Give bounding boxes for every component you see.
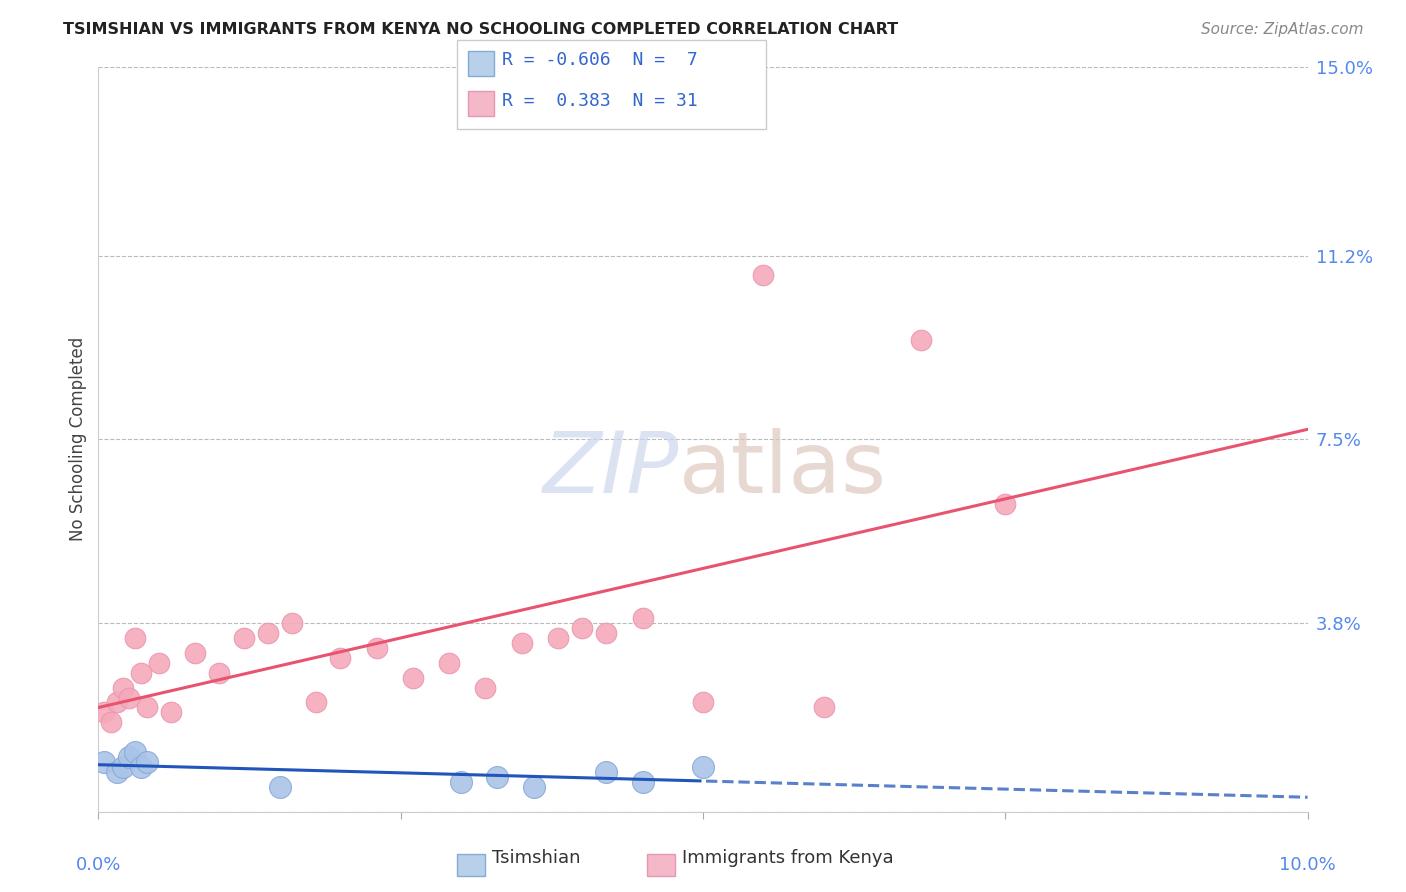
Text: 0.0%: 0.0% xyxy=(76,856,121,874)
Point xyxy=(281,615,304,630)
Point xyxy=(232,631,254,645)
Point xyxy=(129,760,152,774)
Point xyxy=(111,681,134,695)
Point xyxy=(547,631,569,645)
Text: TSIMSHIAN VS IMMIGRANTS FROM KENYA NO SCHOOLING COMPLETED CORRELATION CHART: TSIMSHIAN VS IMMIGRANTS FROM KENYA NO SC… xyxy=(63,22,898,37)
Point xyxy=(118,750,141,764)
Point xyxy=(523,780,546,794)
Point xyxy=(450,775,472,789)
Point xyxy=(160,706,183,720)
Point xyxy=(269,780,291,794)
Point xyxy=(208,665,231,680)
Text: Tsimshian: Tsimshian xyxy=(492,849,581,867)
Point xyxy=(595,764,617,779)
Text: Immigrants from Kenya: Immigrants from Kenya xyxy=(682,849,894,867)
Point xyxy=(437,656,460,670)
Text: R =  0.383  N = 31: R = 0.383 N = 31 xyxy=(502,92,697,110)
Point xyxy=(129,665,152,680)
Point xyxy=(118,690,141,705)
Point xyxy=(256,626,278,640)
Point xyxy=(813,700,835,714)
Point xyxy=(366,640,388,655)
Point xyxy=(474,681,496,695)
Point xyxy=(329,650,352,665)
Point xyxy=(571,621,593,635)
Point xyxy=(402,671,425,685)
Point xyxy=(148,656,170,670)
Text: R = -0.606  N =  7: R = -0.606 N = 7 xyxy=(502,51,697,69)
Point xyxy=(105,696,128,710)
Y-axis label: No Schooling Completed: No Schooling Completed xyxy=(69,337,87,541)
Point xyxy=(692,760,714,774)
Point xyxy=(124,745,146,759)
Text: ZIP: ZIP xyxy=(543,427,679,510)
Text: 10.0%: 10.0% xyxy=(1279,856,1336,874)
Point xyxy=(135,700,157,714)
Point xyxy=(93,755,115,769)
Text: atlas: atlas xyxy=(679,427,887,510)
Point xyxy=(692,696,714,710)
Point xyxy=(111,760,134,774)
Point xyxy=(100,715,122,730)
Point xyxy=(135,755,157,769)
Point xyxy=(994,497,1017,511)
Point xyxy=(631,611,654,625)
Point xyxy=(105,764,128,779)
Point xyxy=(184,646,207,660)
Point xyxy=(510,636,533,650)
Point xyxy=(124,631,146,645)
Point xyxy=(595,626,617,640)
Point xyxy=(93,706,115,720)
Point xyxy=(752,268,775,283)
Point xyxy=(910,333,932,347)
Text: Source: ZipAtlas.com: Source: ZipAtlas.com xyxy=(1201,22,1364,37)
Point xyxy=(486,770,509,784)
Point xyxy=(305,696,328,710)
Point xyxy=(631,775,654,789)
